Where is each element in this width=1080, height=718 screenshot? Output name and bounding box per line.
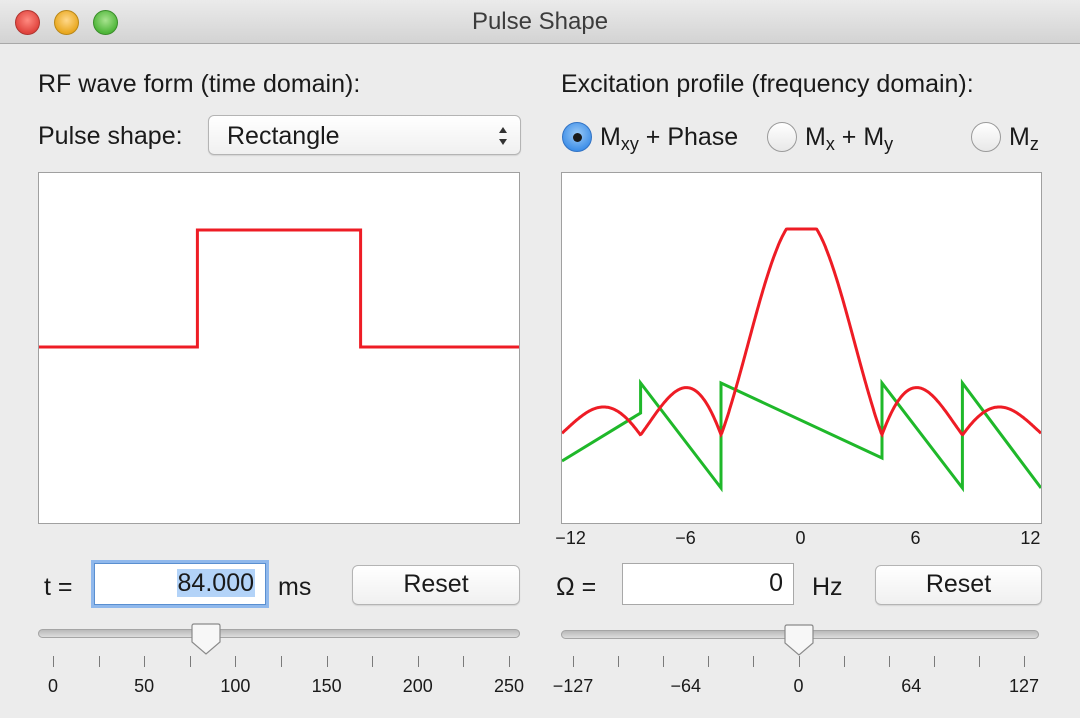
zoom-button[interactable] bbox=[93, 10, 118, 35]
slider-tick-label: −64 bbox=[670, 676, 702, 696]
slider-tick-label: 0 bbox=[47, 676, 59, 696]
time-reset-button[interactable]: Reset bbox=[352, 565, 520, 605]
updown-arrows-icon bbox=[499, 127, 507, 145]
title-bar[interactable]: Pulse Shape bbox=[0, 0, 1080, 44]
frequency-tick-label: −6 bbox=[675, 528, 696, 548]
window-title: Pulse Shape bbox=[471, 8, 609, 35]
t-input[interactable]: 84.000 bbox=[94, 563, 266, 605]
slider-tick-label: 127 bbox=[1008, 676, 1040, 696]
slider-tick bbox=[463, 656, 465, 667]
slider-tick bbox=[888, 656, 890, 667]
radio-mz-label[interactable]: Mz bbox=[1009, 123, 1039, 154]
slider-tick bbox=[372, 656, 374, 667]
slider-tick bbox=[933, 656, 935, 667]
slider-tick bbox=[573, 656, 574, 667]
radio-mxy-phase-label[interactable]: Mxy + Phase bbox=[600, 123, 739, 154]
radio-selected-dot bbox=[573, 133, 582, 142]
slider-tick bbox=[753, 656, 755, 667]
slider-tick bbox=[189, 656, 191, 667]
rf-waveform-line bbox=[39, 228, 519, 349]
t-label: t = bbox=[44, 573, 73, 601]
radio-mx-my[interactable] bbox=[767, 122, 797, 152]
slider-tick bbox=[417, 656, 419, 667]
rf-waveform-plot bbox=[38, 172, 520, 524]
slider-tick-label: 150 bbox=[311, 676, 342, 696]
slider-tick bbox=[618, 656, 620, 667]
close-button[interactable] bbox=[15, 10, 40, 35]
t-unit: ms bbox=[278, 573, 312, 601]
slider-tick bbox=[798, 656, 800, 667]
slider-tick bbox=[708, 656, 710, 667]
slider-tick bbox=[98, 656, 100, 667]
slider-tick-label: 200 bbox=[402, 676, 433, 696]
slider-tick-label: −127 bbox=[552, 676, 594, 696]
time-slider-track[interactable] bbox=[38, 629, 520, 638]
time-slider-knob[interactable] bbox=[191, 622, 221, 656]
slider-tick bbox=[53, 656, 54, 667]
frequency-tick-label: 0 bbox=[795, 528, 806, 548]
slider-tick bbox=[235, 656, 237, 667]
radio-mx-my-label[interactable]: Mx + My bbox=[805, 123, 894, 154]
slider-tick bbox=[509, 656, 510, 667]
omega-input-value: 0 bbox=[769, 569, 783, 597]
excitation-profile-svg bbox=[562, 227, 1041, 493]
excitation-profile-plot bbox=[561, 172, 1042, 524]
slider-tick bbox=[843, 656, 845, 667]
omega-label: Ω = bbox=[556, 573, 597, 601]
slider-tick-label: 0 bbox=[793, 676, 804, 696]
frequency-tick-label: −12 bbox=[555, 528, 586, 548]
slider-tick bbox=[663, 656, 665, 667]
pulse-shape-value: Rectangle bbox=[227, 122, 340, 150]
pulse-shape-select[interactable]: Rectangle bbox=[208, 115, 521, 155]
phase-line bbox=[562, 378, 1041, 493]
t-input-value: 84.000 bbox=[176, 569, 255, 597]
frequency-tick-label: 12 bbox=[1020, 528, 1041, 548]
magnitude-line bbox=[562, 227, 1041, 439]
slider-tick bbox=[1024, 656, 1025, 667]
slider-tick bbox=[144, 656, 146, 667]
slider-tick-label: 250 bbox=[493, 676, 525, 696]
radio-mz[interactable] bbox=[971, 122, 1001, 152]
omega-input[interactable]: 0 bbox=[622, 563, 794, 605]
pulse-shape-label: Pulse shape: bbox=[38, 122, 183, 150]
slider-tick bbox=[281, 656, 282, 667]
slider-tick bbox=[978, 656, 980, 667]
excitation-profile-heading: Excitation profile (frequency domain): bbox=[561, 70, 974, 98]
slider-tick-label: 64 bbox=[901, 676, 922, 696]
radio-mxy-phase[interactable] bbox=[562, 122, 592, 152]
rf-waveform-svg bbox=[39, 228, 519, 349]
minimize-button[interactable] bbox=[54, 10, 79, 35]
slider-tick bbox=[326, 656, 328, 667]
rf-waveform-heading: RF wave form (time domain): bbox=[38, 70, 361, 98]
frequency-tick-label: 6 bbox=[910, 528, 921, 548]
omega-unit: Hz bbox=[812, 573, 843, 601]
slider-tick-label: 100 bbox=[220, 676, 251, 696]
frequency-slider-knob[interactable] bbox=[783, 623, 814, 657]
frequency-reset-button[interactable]: Reset bbox=[875, 565, 1042, 605]
slider-tick-label: 50 bbox=[134, 676, 155, 696]
